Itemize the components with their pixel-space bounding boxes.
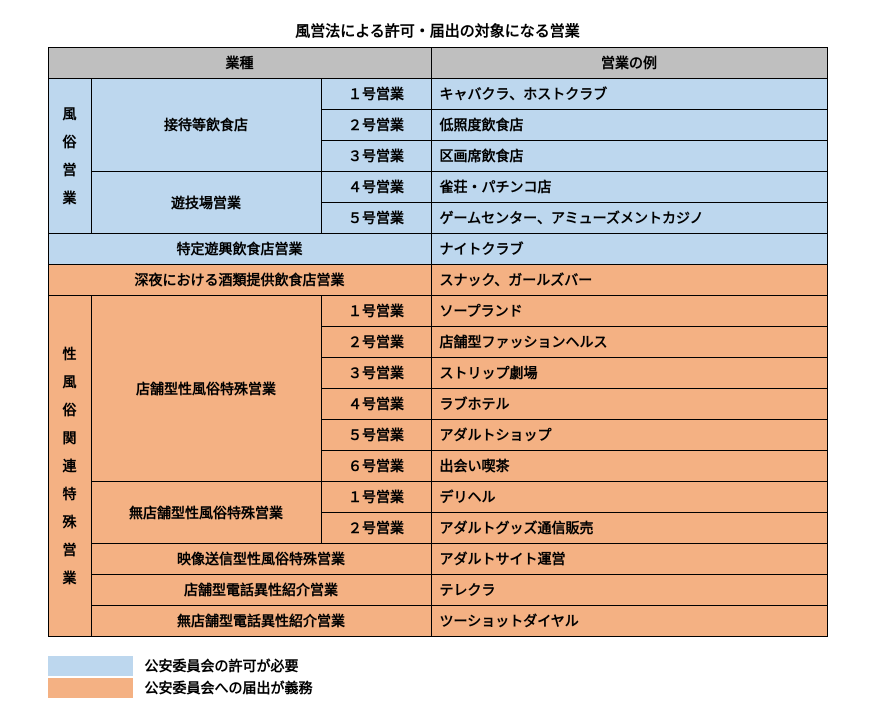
legend-swatch-orange <box>48 678 133 698</box>
num-cell: ４号営業 <box>321 172 431 203</box>
num-cell: ５号営業 <box>321 420 431 451</box>
example-cell: キャバクラ、ホストクラブ <box>431 79 827 110</box>
table-row: 店舗型電話異性紹介営業 テレクラ <box>48 575 827 606</box>
table-row: 映像送信型性風俗特殊営業 アダルトサイト運営 <box>48 544 827 575</box>
num-cell: １号営業 <box>321 482 431 513</box>
legend-row-blue: 公安委員会の許可が必要 <box>48 655 828 677</box>
group1-sub1-label: 接待等飲食店 <box>91 79 321 172</box>
example-cell: ストリップ劇場 <box>431 358 827 389</box>
num-cell: ２号営業 <box>321 110 431 141</box>
num-cell: １号営業 <box>321 296 431 327</box>
num-cell: ４号営業 <box>321 389 431 420</box>
example-cell: スナック、ガールズバー <box>431 265 827 296</box>
example-cell: 低照度飲食店 <box>431 110 827 141</box>
group2-sub1-label: 店舗型性風俗特殊営業 <box>91 296 321 482</box>
table-row: 風俗営業 接待等飲食店 １号営業 キャバクラ、ホストクラブ <box>48 79 827 110</box>
num-cell: ５号営業 <box>321 203 431 234</box>
page-title: 風営法による許可・届出の対象になる営業 <box>40 20 835 41</box>
example-cell: 区画席飲食店 <box>431 141 827 172</box>
num-cell: ２号営業 <box>321 513 431 544</box>
example-cell: テレクラ <box>431 575 827 606</box>
table-row: 無店舗型電話異性紹介営業 ツーショットダイヤル <box>48 606 827 637</box>
legend-text-blue: 公安委員会の許可が必要 <box>145 656 299 676</box>
example-cell: 出会い喫茶 <box>431 451 827 482</box>
example-cell: アダルトサイト運営 <box>431 544 827 575</box>
group1-label: 風俗営業 <box>48 79 91 234</box>
table-row: 無店舗型性風俗特殊営業 １号営業 デリヘル <box>48 482 827 513</box>
example-cell: デリヘル <box>431 482 827 513</box>
num-cell: １号営業 <box>321 79 431 110</box>
group2-sub4-label: 店舗型電話異性紹介営業 <box>91 575 431 606</box>
header-type: 業種 <box>48 48 431 79</box>
example-cell: アダルトグッズ通信販売 <box>431 513 827 544</box>
example-cell: ナイトクラブ <box>431 234 827 265</box>
example-cell: ゲームセンター、アミューズメントカジノ <box>431 203 827 234</box>
legend: 公安委員会の許可が必要 公安委員会への届出が義務 <box>48 655 828 699</box>
example-cell: ツーショットダイヤル <box>431 606 827 637</box>
example-cell: 店舗型ファッションヘルス <box>431 327 827 358</box>
table-row: 深夜における酒類提供飲食店営業 スナック、ガールズバー <box>48 265 827 296</box>
num-cell: ６号営業 <box>321 451 431 482</box>
table-row: 遊技場営業 ４号営業 雀荘・パチンコ店 <box>48 172 827 203</box>
legend-text-orange: 公安委員会への届出が義務 <box>145 678 313 698</box>
table-row: 特定遊興飲食店営業 ナイトクラブ <box>48 234 827 265</box>
header-row: 業種 営業の例 <box>48 48 827 79</box>
midnight-label: 深夜における酒類提供飲食店営業 <box>48 265 431 296</box>
example-cell: ソープランド <box>431 296 827 327</box>
group1-sub2-label: 遊技場営業 <box>91 172 321 234</box>
num-cell: ２号営業 <box>321 327 431 358</box>
group2-sub2-label: 無店舗型性風俗特殊営業 <box>91 482 321 544</box>
example-cell: ラブホテル <box>431 389 827 420</box>
example-cell: アダルトショップ <box>431 420 827 451</box>
business-table: 業種 営業の例 風俗営業 接待等飲食店 １号営業 キャバクラ、ホストクラブ ２号… <box>48 47 828 637</box>
num-cell: ３号営業 <box>321 141 431 172</box>
num-cell: ３号営業 <box>321 358 431 389</box>
legend-row-orange: 公安委員会への届出が義務 <box>48 677 828 699</box>
header-example: 営業の例 <box>431 48 827 79</box>
group2-sub3-label: 映像送信型性風俗特殊営業 <box>91 544 431 575</box>
group2-label: 性風俗関連特殊営業 <box>48 296 91 637</box>
table-row: 性風俗関連特殊営業 店舗型性風俗特殊営業 １号営業 ソープランド <box>48 296 827 327</box>
legend-swatch-blue <box>48 656 133 676</box>
group1-sub3-label: 特定遊興飲食店営業 <box>48 234 431 265</box>
group2-sub5-label: 無店舗型電話異性紹介営業 <box>91 606 431 637</box>
example-cell: 雀荘・パチンコ店 <box>431 172 827 203</box>
